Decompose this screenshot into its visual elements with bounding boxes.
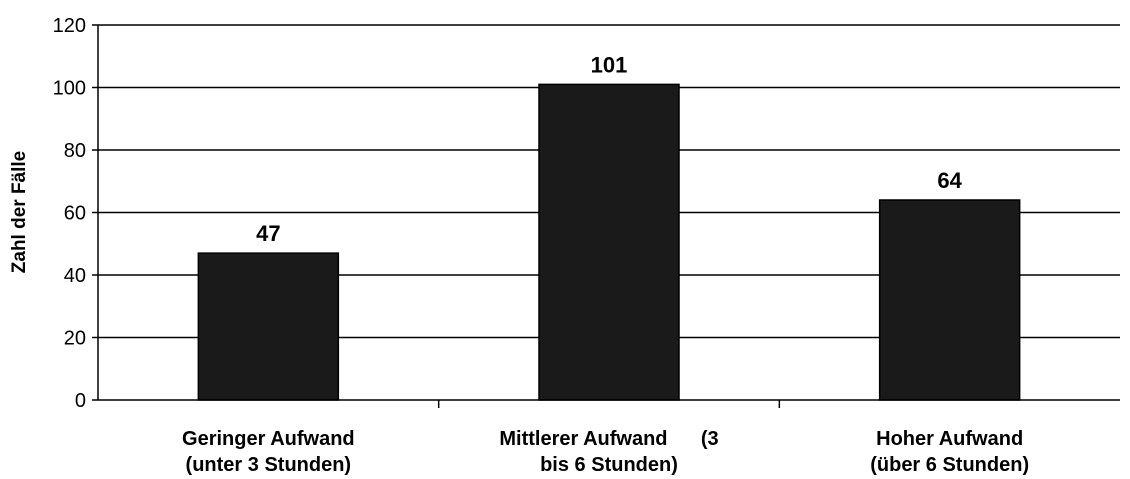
category-label: (unter 3 Stunden) [186,454,352,476]
y-tick-label: 100 [53,78,86,100]
bar [538,83,680,401]
category-label: Mittlerer Aufwand (3 [499,428,718,450]
y-axis-label: Zahl der Fälle [9,151,30,273]
y-tick-label: 80 [64,140,86,162]
axes [97,25,1120,401]
y-tick-label: 20 [64,328,86,350]
y-tick-label: 0 [75,390,86,412]
category-label: bis 6 Stunden) [540,454,678,476]
category-label: Hoher Aufwand [876,428,1023,450]
bar [878,199,1021,401]
data-label: 64 [937,168,962,193]
category-labels: Geringer Aufwand (unter 3 Stunden) Mittler… [182,428,1029,476]
y-tick-label: 60 [64,203,86,225]
data-label: 47 [256,221,280,246]
bars [197,83,1021,401]
data-label: 101 [591,52,628,77]
y-tick-label: 40 [64,265,86,287]
bar [197,252,340,401]
category-label: Geringer Aufwand [182,428,355,450]
category-label: (über 6 Stunden) [870,454,1029,476]
x-axis-ticks [437,400,781,408]
data-labels: 47 101 64 [256,52,963,246]
y-axis-ticks: 0 20 40 60 80 100 120 [53,15,98,412]
y-tick-label: 120 [53,15,86,37]
